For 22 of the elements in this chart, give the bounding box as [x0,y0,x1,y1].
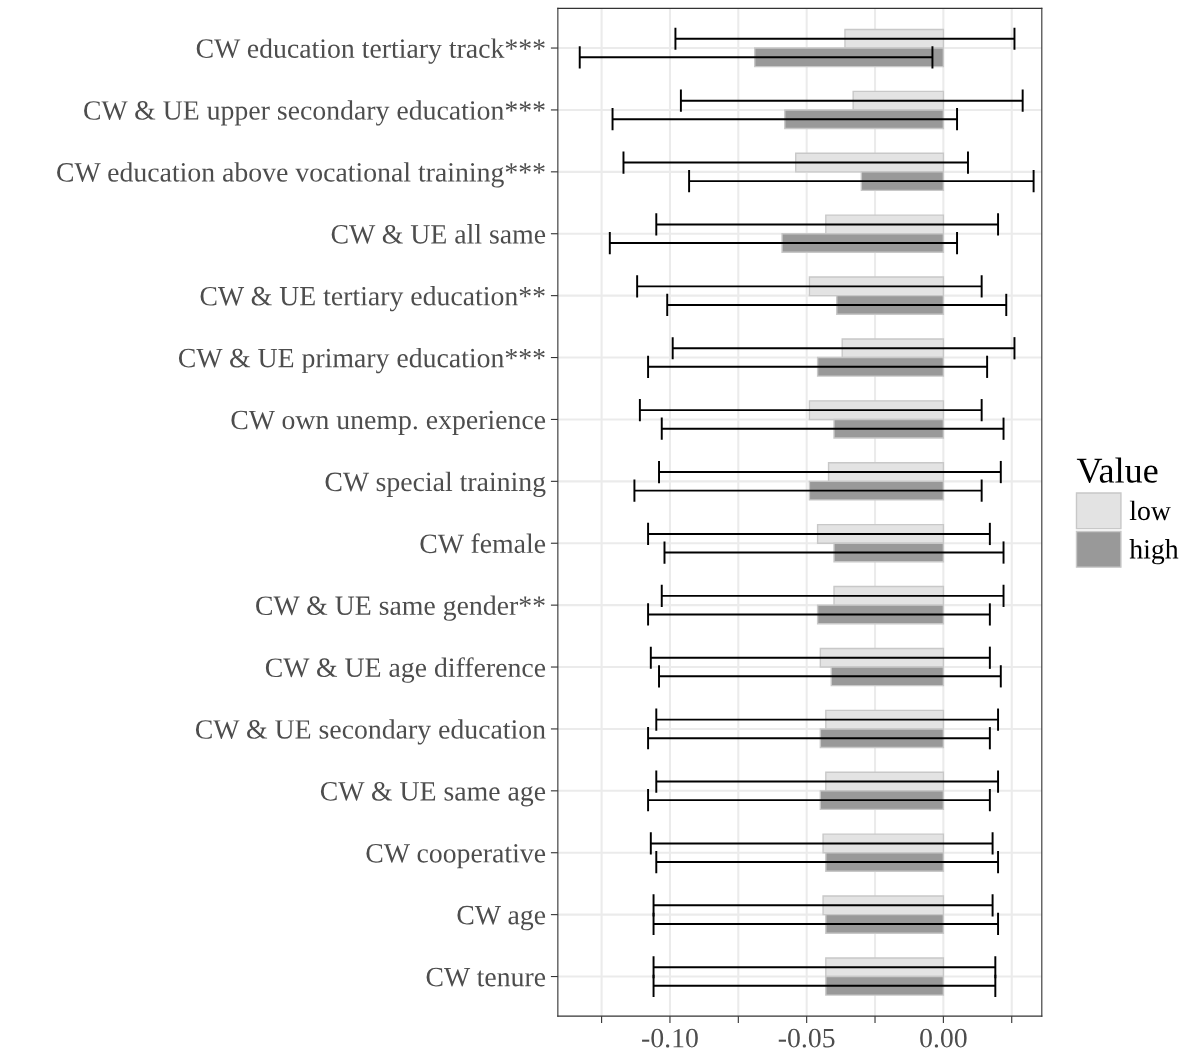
legend-title: Value [1076,457,1158,484]
y-tick-label: CW & UE secondary education [195,719,546,745]
y-tick-label: CW & UE same gender** [256,595,545,621]
x-tick-label: -0.05 [778,1028,835,1048]
y-tick-label: CW own unemp. experience [231,410,546,435]
y-tick-label: CW & UE same age [320,781,546,807]
y-tick-label: CW & UE tertiary education** [200,286,545,312]
y-tick-label: CW female [420,533,546,554]
y-tick-label: CW tenure [426,967,546,987]
y-tick-label: CW education tertiary track*** [196,38,545,64]
legend-label: high [1129,539,1179,565]
x-tick-label: -0.10 [642,1028,698,1048]
y-tick-label: CW & UE all same [331,224,546,244]
y-tick-label: CW & UE primary education*** [178,347,545,374]
x-tick-label: 0.00 [920,1028,967,1048]
y-tick-label: CW special training [325,471,546,497]
y-tick-label: CW & UE upper secondary education*** [84,100,545,126]
y-tick-label: CW cooperative [366,843,546,869]
y-tick-label: CW & UE age difference [265,657,546,683]
legend-label: low [1129,500,1171,521]
y-tick-label: CW education above vocational training*** [57,162,545,188]
y-tick-label: CW age [457,905,546,931]
